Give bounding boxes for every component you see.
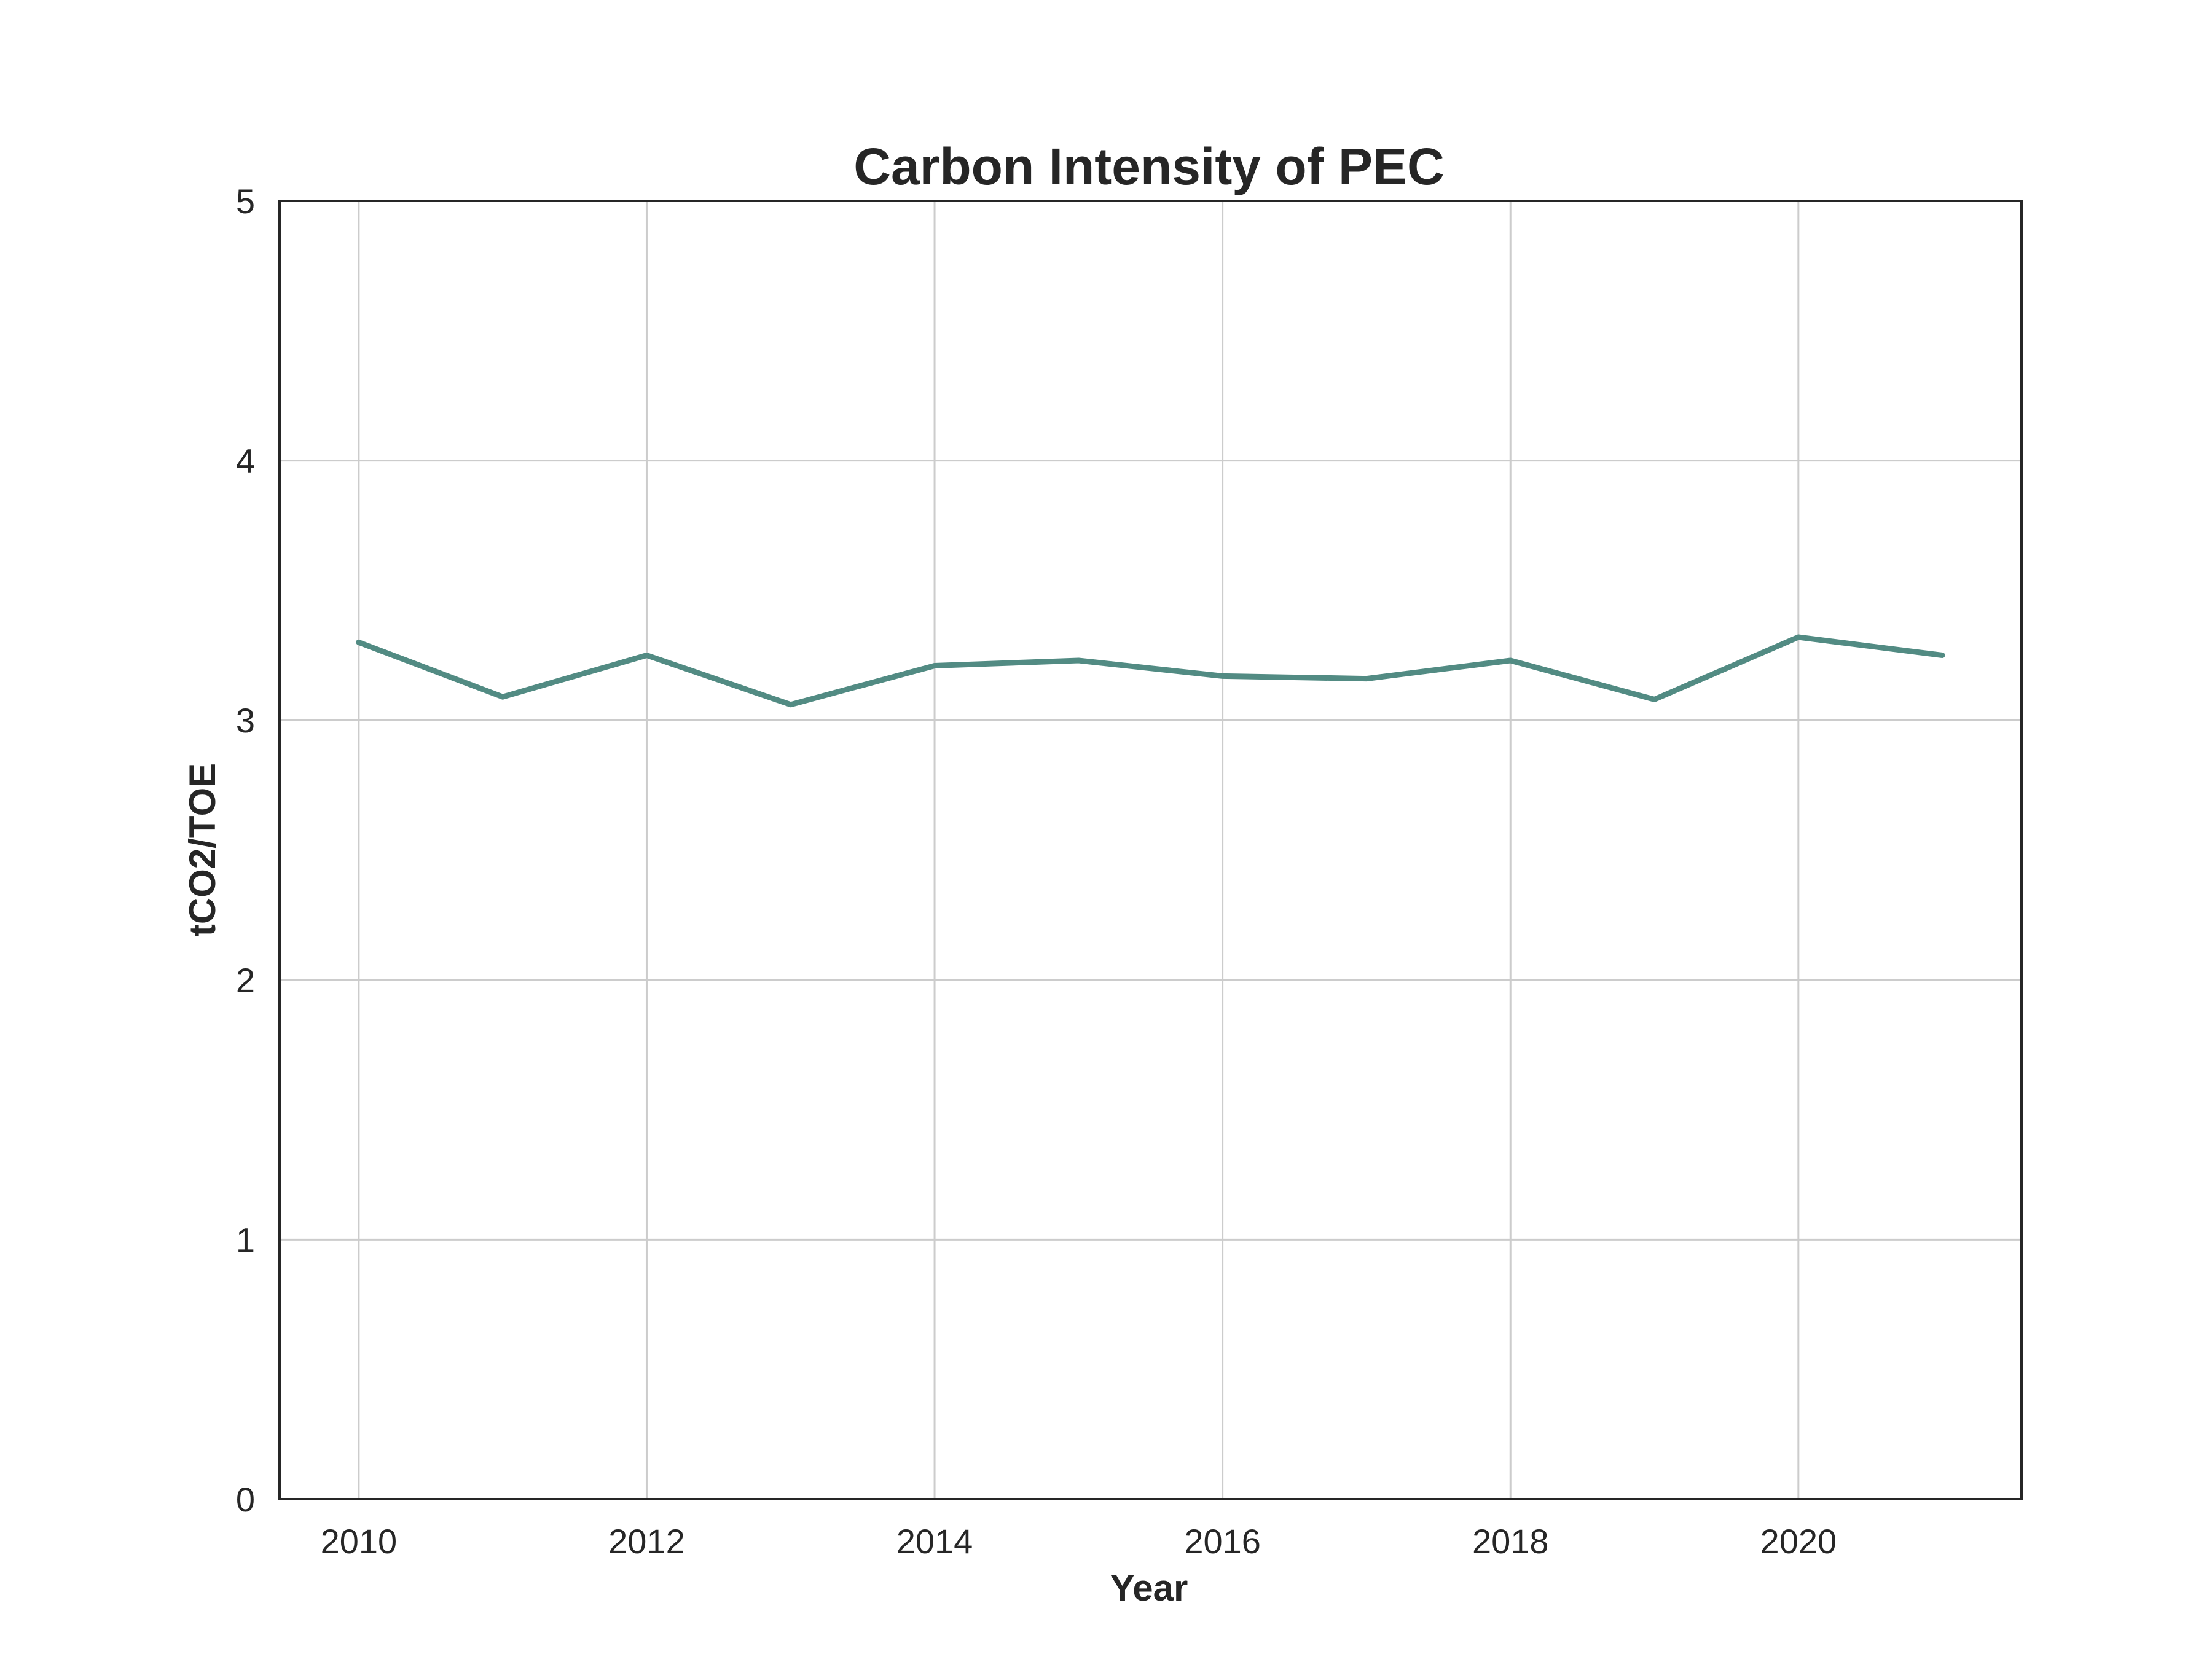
y-tick-label: 3 — [236, 701, 255, 740]
x-tick-label: 2012 — [608, 1522, 685, 1561]
y-tick-label: 0 — [236, 1480, 255, 1519]
chart-title: Carbon Intensity of PEC — [853, 138, 1444, 195]
grid — [280, 200, 2022, 1500]
plot-area-frame — [278, 200, 2023, 1500]
x-axis-label: Year — [1110, 1567, 1188, 1609]
y-axis-label: tCO2/TOE — [182, 763, 223, 936]
y-tick-label: 5 — [236, 182, 255, 221]
x-tick-label: 2010 — [321, 1522, 398, 1561]
y-axis-ticks: 0 1 2 3 4 5 — [236, 182, 255, 1519]
y-tick-label: 1 — [236, 1220, 255, 1259]
series-line — [356, 634, 1945, 708]
x-tick-label: 2014 — [896, 1522, 973, 1561]
y-tick-label: 2 — [236, 961, 255, 1000]
x-tick-label: 2020 — [1760, 1522, 1837, 1561]
x-tick-label: 2016 — [1184, 1522, 1261, 1561]
x-tick-label: 2018 — [1472, 1522, 1549, 1561]
series-layer — [356, 634, 1945, 708]
y-tick-label: 4 — [236, 442, 255, 480]
x-axis-ticks: 2010 2012 2014 2016 2018 2020 — [321, 1522, 1837, 1561]
